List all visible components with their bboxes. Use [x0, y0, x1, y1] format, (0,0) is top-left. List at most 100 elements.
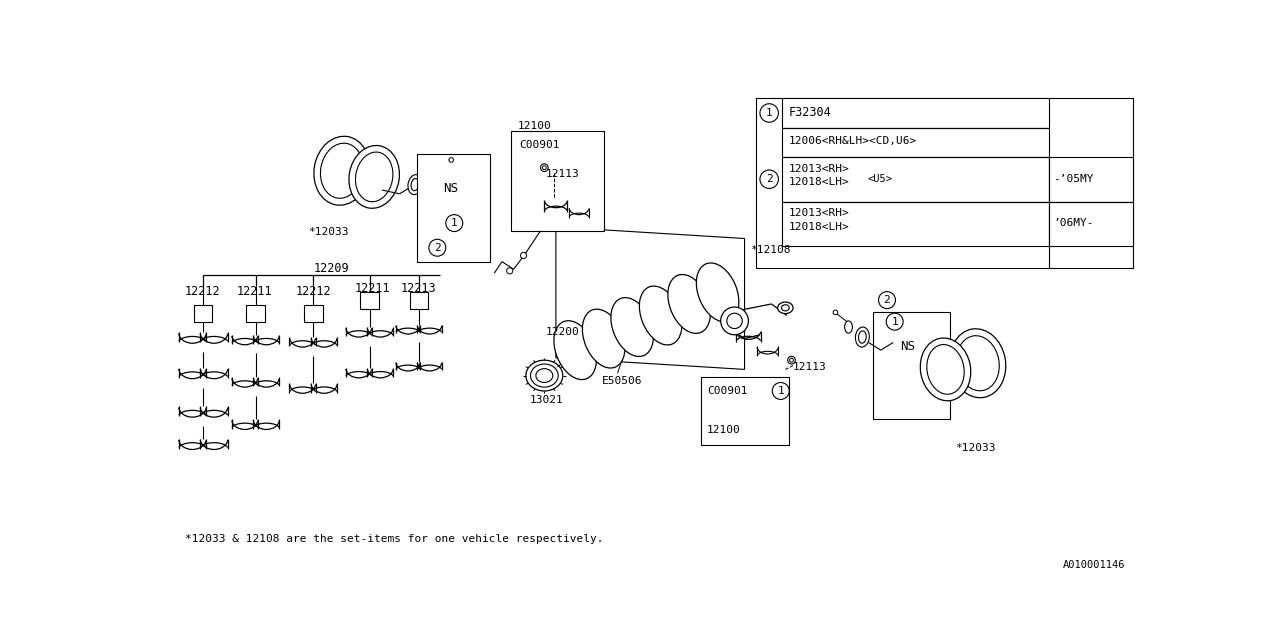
Ellipse shape	[314, 136, 370, 205]
Text: 12013<RH>: 12013<RH>	[788, 209, 849, 218]
Bar	[782, 127, 1048, 157]
Ellipse shape	[530, 364, 558, 387]
Text: C00901: C00901	[518, 140, 559, 150]
Text: -’05MY: -’05MY	[1053, 174, 1094, 184]
Circle shape	[540, 164, 548, 172]
Circle shape	[449, 157, 453, 163]
Bar	[1048, 202, 1133, 246]
Circle shape	[787, 356, 795, 364]
Text: <U5>: <U5>	[868, 174, 892, 184]
Circle shape	[429, 239, 445, 256]
Bar	[782, 202, 1048, 246]
Text: E50506: E50506	[602, 376, 643, 385]
Text: 2: 2	[765, 174, 773, 184]
Bar	[756, 99, 1133, 268]
Text: 12212: 12212	[184, 285, 220, 298]
Ellipse shape	[559, 352, 579, 367]
Bar	[195, 305, 212, 322]
Ellipse shape	[526, 360, 563, 391]
Text: 12006<RH&LH><CD,U6>: 12006<RH&LH><CD,U6>	[788, 136, 916, 146]
Text: *12108: *12108	[750, 244, 791, 255]
Ellipse shape	[536, 369, 553, 383]
Ellipse shape	[411, 179, 419, 191]
Circle shape	[507, 268, 513, 274]
Bar	[417, 154, 490, 262]
Bar	[700, 377, 790, 445]
Text: ’06MY-: ’06MY-	[1053, 218, 1094, 228]
Ellipse shape	[859, 331, 867, 343]
Text: 12211: 12211	[237, 285, 273, 298]
Ellipse shape	[927, 344, 964, 394]
Bar	[246, 305, 265, 322]
Ellipse shape	[920, 338, 970, 401]
Text: NS: NS	[900, 340, 915, 353]
Ellipse shape	[582, 309, 625, 368]
Text: 1: 1	[891, 317, 899, 326]
Circle shape	[721, 307, 749, 335]
Ellipse shape	[349, 145, 399, 208]
Circle shape	[760, 104, 778, 122]
Circle shape	[521, 252, 526, 259]
Text: 13021: 13021	[530, 395, 563, 405]
Text: 1: 1	[777, 386, 785, 396]
Ellipse shape	[554, 321, 596, 380]
Bar	[873, 312, 950, 419]
Circle shape	[445, 214, 463, 232]
Ellipse shape	[778, 302, 794, 314]
Bar	[1048, 157, 1133, 202]
Ellipse shape	[845, 321, 852, 333]
Text: 12100: 12100	[517, 122, 552, 131]
Ellipse shape	[320, 143, 364, 198]
Ellipse shape	[950, 329, 1006, 397]
Text: 1: 1	[451, 218, 458, 228]
Text: C00901: C00901	[707, 387, 748, 396]
Text: *12033 & 12108 are the set-items for one vehicle respectively.: *12033 & 12108 are the set-items for one…	[184, 534, 603, 544]
Bar	[410, 292, 428, 309]
Text: 12018<LH>: 12018<LH>	[788, 221, 849, 232]
Circle shape	[543, 166, 547, 170]
Text: A010001146: A010001146	[1064, 561, 1125, 570]
Text: 1: 1	[765, 108, 773, 118]
Bar	[893, 327, 936, 372]
Bar	[511, 131, 604, 231]
Ellipse shape	[782, 305, 790, 311]
Text: 12211: 12211	[355, 282, 390, 294]
Text: 12213: 12213	[401, 282, 436, 294]
Bar	[305, 305, 323, 322]
Bar	[782, 99, 1048, 127]
Circle shape	[833, 310, 837, 315]
Text: *12033: *12033	[955, 444, 996, 453]
Text: 12209: 12209	[314, 262, 349, 275]
Text: 12212: 12212	[296, 285, 332, 298]
Ellipse shape	[429, 171, 436, 183]
Text: 12018<LH>: 12018<LH>	[788, 177, 849, 187]
Circle shape	[760, 170, 778, 188]
Text: 12200: 12200	[545, 327, 580, 337]
Ellipse shape	[563, 355, 575, 364]
Ellipse shape	[611, 298, 653, 356]
Circle shape	[878, 292, 896, 308]
Bar	[361, 292, 379, 309]
Text: 2: 2	[883, 295, 891, 305]
Text: NS: NS	[443, 182, 458, 195]
Text: 2: 2	[434, 243, 440, 253]
Text: 12100: 12100	[707, 425, 741, 435]
Text: *12033: *12033	[308, 227, 348, 237]
Text: 12113: 12113	[794, 362, 827, 372]
Ellipse shape	[408, 175, 422, 195]
Ellipse shape	[716, 278, 732, 292]
Bar	[439, 168, 477, 210]
Text: 12013<RH>: 12013<RH>	[788, 164, 849, 174]
Ellipse shape	[356, 152, 393, 202]
Text: 12113: 12113	[545, 169, 580, 179]
Ellipse shape	[668, 275, 710, 333]
Ellipse shape	[855, 327, 869, 347]
Ellipse shape	[696, 263, 739, 322]
Circle shape	[886, 313, 904, 330]
Bar	[782, 157, 1048, 202]
Circle shape	[772, 383, 790, 399]
Ellipse shape	[640, 286, 682, 345]
Circle shape	[727, 313, 742, 328]
Ellipse shape	[956, 336, 1000, 391]
Circle shape	[790, 358, 794, 362]
